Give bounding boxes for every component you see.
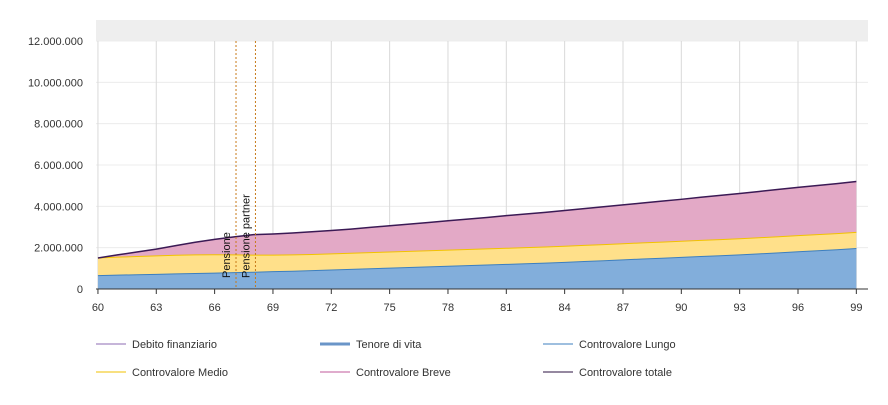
legend-item-controvalore-lungo[interactable]: Controvalore Lungo <box>543 339 676 351</box>
legend-label: Controvalore totale <box>579 367 672 379</box>
legend-label: Debito finanziario <box>132 339 217 351</box>
axes: 60 63 66 69 72 75 78 81 84 87 90 93 96 99 0 2.000.000 4.… <box>28 36 868 314</box>
y-tick-label: 6.000.000 <box>34 160 83 172</box>
line-controvalore-medio <box>97 231 857 259</box>
x-tick-label: 63 <box>150 302 162 314</box>
x-tick-label: 66 <box>208 302 220 314</box>
area-controvalore-lungo <box>97 248 857 289</box>
y-tick-label: 10.000.000 <box>28 77 83 89</box>
x-tick-label: 87 <box>617 302 629 314</box>
series-areas <box>97 181 857 289</box>
vline-label-pensione: Pensione <box>221 232 233 278</box>
x-tick-label: 99 <box>850 302 862 314</box>
x-tick-label: 93 <box>734 302 746 314</box>
x-tick-label: 69 <box>267 302 279 314</box>
legend-item-controvalore-medio[interactable]: Controvalore Medio <box>96 367 228 379</box>
x-tick-label: 75 <box>384 302 396 314</box>
series-lines <box>97 180 857 277</box>
y-tick-label: 8.000.000 <box>34 119 83 131</box>
legend[interactable]: Debito finanziario Tenore di vita Controva… <box>96 339 676 379</box>
vline-label-pensione-partner: Pensione partner <box>240 194 252 278</box>
legend-label: Controvalore Medio <box>132 367 228 379</box>
line-controvalore-lungo <box>97 247 857 277</box>
x-tick-label: 72 <box>325 302 337 314</box>
vertical-markers: Pensione Pensione partner <box>221 41 256 289</box>
area-controvalore-medio <box>97 232 857 276</box>
legend-item-tenore-di-vita[interactable]: Tenore di vita <box>320 339 422 351</box>
area-controvalore-breve <box>97 181 857 258</box>
line-controvalore-totale <box>97 180 857 259</box>
y-tick-label: 12.000.000 <box>28 36 83 48</box>
y-tick-label: 2.000.000 <box>34 243 83 255</box>
legend-item-controvalore-totale[interactable]: Controvalore totale <box>543 367 672 379</box>
top-band <box>96 20 868 41</box>
y-tick-label: 4.000.000 <box>34 201 83 213</box>
x-tick-label: 78 <box>442 302 454 314</box>
legend-label: Tenore di vita <box>356 339 422 351</box>
x-tick-label: 81 <box>500 302 512 314</box>
legend-label: Controvalore Breve <box>356 367 451 379</box>
x-tick-label: 90 <box>675 302 687 314</box>
y-tick-label: 0 <box>77 284 83 296</box>
x-tick-label: 84 <box>559 302 571 314</box>
legend-item-debito-finanziario[interactable]: Debito finanziario <box>96 339 217 351</box>
x-tick-label: 60 <box>92 302 104 314</box>
x-tick-label: 96 <box>792 302 804 314</box>
legend-label: Controvalore Lungo <box>579 339 676 351</box>
legend-item-controvalore-breve[interactable]: Controvalore Breve <box>320 367 451 379</box>
